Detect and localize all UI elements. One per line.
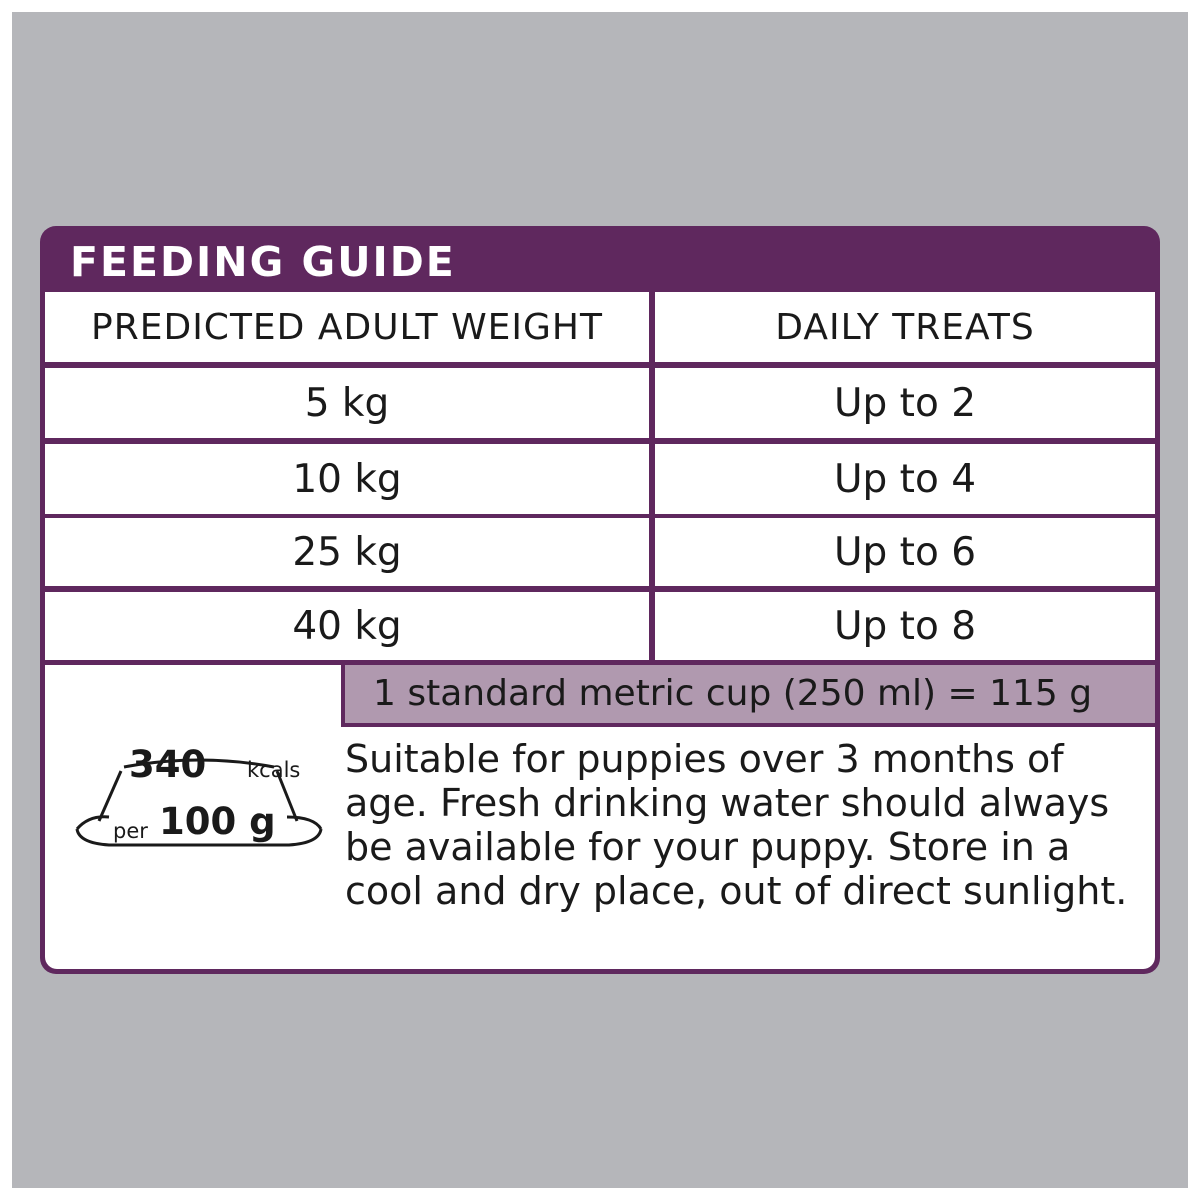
table-cell-treats: Up to 2 xyxy=(655,368,1155,438)
table-cell-weight: 5 kg xyxy=(45,368,649,438)
energy-value: 340 xyxy=(129,743,207,786)
table-cell-treats: Up to 8 xyxy=(655,592,1155,660)
table-cell-treats: Up to 4 xyxy=(655,444,1155,514)
table-cell-weight: 40 kg xyxy=(45,592,649,660)
food-bowl-icon: 340 kcals per 100 g xyxy=(69,725,329,855)
panel-title: FEEDING GUIDE xyxy=(70,238,456,286)
column-header-treats: DAILY TREATS xyxy=(655,292,1155,362)
description-text: Suitable for puppies over 3 months of ag… xyxy=(345,737,1135,913)
energy-unit: kcals xyxy=(247,758,301,782)
energy-amount: 100 g xyxy=(159,800,276,843)
table-cell-treats: Up to 6 xyxy=(655,518,1155,586)
cup-measure-bar: 1 standard metric cup (250 ml) = 115 g xyxy=(345,665,1155,723)
divider xyxy=(341,665,345,727)
table-cell-weight: 10 kg xyxy=(45,444,649,514)
divider xyxy=(345,723,1155,727)
info-section: 1 standard metric cup (250 ml) = 115 g 3… xyxy=(45,665,1155,969)
column-header-weight: PREDICTED ADULT WEIGHT xyxy=(45,292,649,362)
feeding-guide-panel: FEEDING GUIDE PREDICTED ADULT WEIGHT DAI… xyxy=(40,226,1160,974)
energy-per: per xyxy=(113,819,148,843)
food-bowl-graphic xyxy=(75,758,323,847)
table-cell-weight: 25 kg xyxy=(45,518,649,586)
description-paragraph: Suitable for puppies over 3 months of ag… xyxy=(345,737,1128,913)
